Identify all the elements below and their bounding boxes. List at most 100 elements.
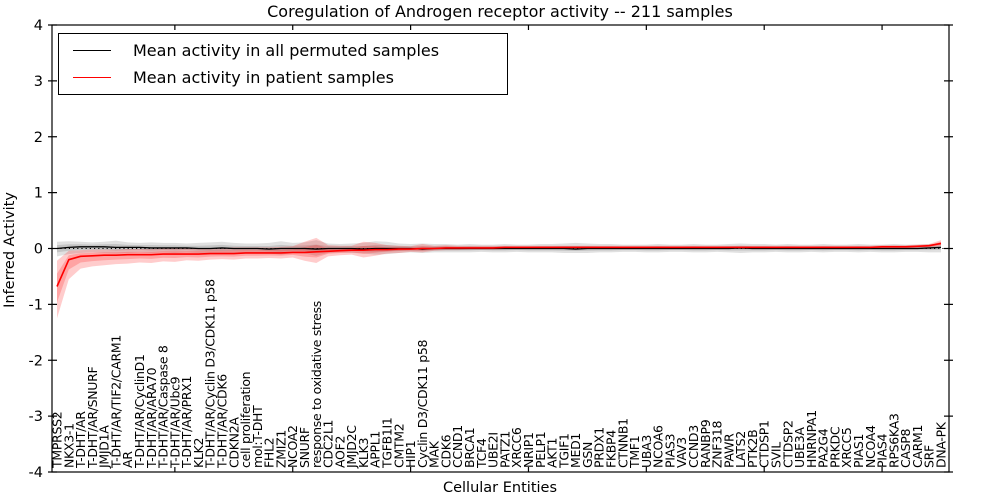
x-tick-label: NKX3-1 bbox=[61, 423, 76, 468]
y-axis-label: Inferred Activity bbox=[2, 192, 18, 308]
x-tick-label: TMF1 bbox=[627, 436, 642, 469]
x-tick-label: T-DHT/AR/Caspase 8 bbox=[156, 345, 171, 469]
x-tick-label: PA2G4 bbox=[816, 428, 831, 468]
x-tick-label: NCOA4 bbox=[863, 425, 878, 468]
tick-marks bbox=[48, 24, 953, 473]
x-tick-label: NRIP1 bbox=[521, 432, 536, 468]
x-tick-label: ZNF318 bbox=[710, 420, 725, 468]
x-tick-label: response to oxidative stress bbox=[309, 301, 324, 468]
x-tick-label: RPS6KA3 bbox=[886, 414, 901, 469]
x-tick-label: TGIF1 bbox=[556, 433, 571, 469]
x-tick-label: TMPRSS2 bbox=[50, 412, 65, 469]
y-tick-label: 0 bbox=[34, 242, 43, 258]
y-tick-label: 4 bbox=[34, 18, 43, 34]
x-tick-label: T-DHT/AR/CyclinD1 bbox=[132, 354, 147, 469]
x-tick-label: PELP1 bbox=[533, 432, 548, 468]
confidence-bands bbox=[57, 237, 941, 319]
x-tick-label: Cyclin D3/CDK11 p58 bbox=[415, 339, 430, 468]
x-tick-label: CTDSP2 bbox=[780, 420, 795, 468]
y-tick-label: 2 bbox=[34, 130, 43, 146]
x-tick-label: HIP1 bbox=[403, 441, 418, 468]
legend-line-sample-red bbox=[73, 77, 111, 78]
x-tick-label: T-DHT/AR/ARA70 bbox=[144, 367, 159, 469]
x-tick-label: XRCC6 bbox=[509, 427, 524, 468]
x-tick-label: SRF bbox=[922, 445, 937, 468]
x-tick-label: PTK2B bbox=[745, 430, 760, 468]
series-lines bbox=[56, 242, 942, 287]
legend-entry-patient: Mean activity in patient samples bbox=[59, 65, 507, 91]
x-tick-label: cell proliferation bbox=[238, 372, 253, 468]
x-tick-label: CASP8 bbox=[898, 428, 913, 468]
x-tick-label: FKBP4 bbox=[603, 430, 618, 468]
x-tick-label: BRCA1 bbox=[462, 428, 477, 468]
x-tick-label: NCOA2 bbox=[285, 425, 300, 468]
x-tick-label: CDC2L1 bbox=[321, 420, 336, 468]
x-tick-label: AOF2 bbox=[332, 436, 347, 468]
x-tick-label: PAWR bbox=[721, 433, 736, 468]
y-tick-label: 3 bbox=[34, 74, 43, 90]
x-tick-label: CCND1 bbox=[450, 425, 465, 468]
x-axis-label: Cellular Entities bbox=[442, 480, 558, 496]
legend: Mean activity in all permuted samples Me… bbox=[58, 33, 508, 95]
x-tick-label: JMJD2C bbox=[344, 425, 359, 469]
x-tick-label: AR bbox=[120, 451, 135, 468]
x-tick-label: JMJD1A bbox=[97, 425, 112, 469]
x-tick-label: SVIL bbox=[768, 442, 783, 468]
x-tick-label: RANBP9 bbox=[698, 419, 713, 468]
x-tick-label: PIAS4 bbox=[875, 433, 890, 468]
x-tick-label: UBE3A bbox=[792, 427, 807, 468]
x-tick-label: CDK6 bbox=[438, 434, 453, 468]
y-tick-label: -3 bbox=[29, 409, 43, 425]
x-tick-label: ZMIZ1 bbox=[273, 430, 288, 468]
x-tick-label: T-DHT/AR/Ubc9 bbox=[167, 376, 182, 469]
x-tick-label: XRCC5 bbox=[839, 427, 854, 468]
x-tick-label: CTNNB1 bbox=[615, 418, 630, 468]
x-tick-label: CTDSP1 bbox=[757, 420, 772, 468]
chart-title: Coregulation of Androgen receptor activi… bbox=[267, 2, 733, 21]
x-tick-label: APPL1 bbox=[368, 431, 383, 468]
y-tick-labels: 4 3 2 1 0 -1 -2 -3 -4 bbox=[29, 18, 43, 481]
x-tick-label: TCF4 bbox=[474, 438, 489, 469]
x-tick-label: CDKN2A bbox=[226, 417, 241, 468]
x-tick-label: NCOA6 bbox=[651, 425, 666, 468]
x-tick-label: CCND3 bbox=[686, 425, 701, 468]
x-tick-label: PIAS1 bbox=[851, 434, 866, 468]
x-tick-label: KLK3 bbox=[356, 438, 371, 468]
x-tick-label: MAK bbox=[427, 440, 442, 468]
x-tick-label: T-DHT/AR bbox=[73, 411, 88, 469]
legend-line-sample-black bbox=[73, 50, 111, 51]
y-tick-label: -4 bbox=[29, 465, 43, 481]
x-tick-label: T-DHT/AR/Cyclin D3/CDK11 p58 bbox=[203, 279, 218, 469]
x-tick-label: DNA-PK bbox=[934, 421, 949, 468]
x-tick-label: CARM1 bbox=[910, 425, 925, 468]
x-tick-label: HNRNPA1 bbox=[804, 410, 819, 468]
x-tick-label: MED1 bbox=[568, 433, 583, 468]
x-tick-labels: TMPRSS2NKX3-1T-DHT/ART-DHT/AR/SNURFJMJD1… bbox=[50, 279, 949, 469]
x-tick-label: PATZ1 bbox=[497, 431, 512, 468]
legend-label: Mean activity in patient samples bbox=[133, 68, 394, 87]
x-tick-label: T-DHT/AR/SNURF bbox=[85, 366, 100, 469]
x-tick-label: PRDX1 bbox=[592, 427, 607, 468]
x-tick-label: T-DHT/AR/TIF2/CARM1 bbox=[108, 335, 123, 469]
y-tick-label: -2 bbox=[29, 353, 43, 369]
x-tick-label: KLK2 bbox=[191, 438, 206, 468]
x-tick-label: GSN bbox=[580, 442, 595, 468]
confidence-band bbox=[57, 237, 941, 319]
legend-label: Mean activity in all permuted samples bbox=[133, 41, 440, 60]
x-tick-label: FHL2 bbox=[262, 438, 277, 468]
x-tick-label: T-DHT/AR/PRX1 bbox=[179, 376, 194, 469]
x-tick-label: CMTM2 bbox=[391, 424, 406, 468]
x-tick-label: VAV3 bbox=[674, 437, 689, 468]
x-tick-label: SNURF bbox=[297, 427, 312, 468]
x-tick-label: AKT1 bbox=[545, 438, 560, 468]
series-line bbox=[56, 242, 942, 287]
x-tick-label: mol:T-DHT bbox=[250, 405, 265, 468]
y-tick-label: 1 bbox=[34, 186, 43, 202]
x-tick-label: T-DHT/AR/CDK6 bbox=[215, 374, 230, 469]
x-tick-label: LATS2 bbox=[733, 431, 748, 468]
x-tick-label: PIAS3 bbox=[662, 434, 677, 468]
x-tick-label: UBE2I bbox=[486, 432, 501, 468]
legend-entry-permuted: Mean activity in all permuted samples bbox=[59, 38, 507, 64]
